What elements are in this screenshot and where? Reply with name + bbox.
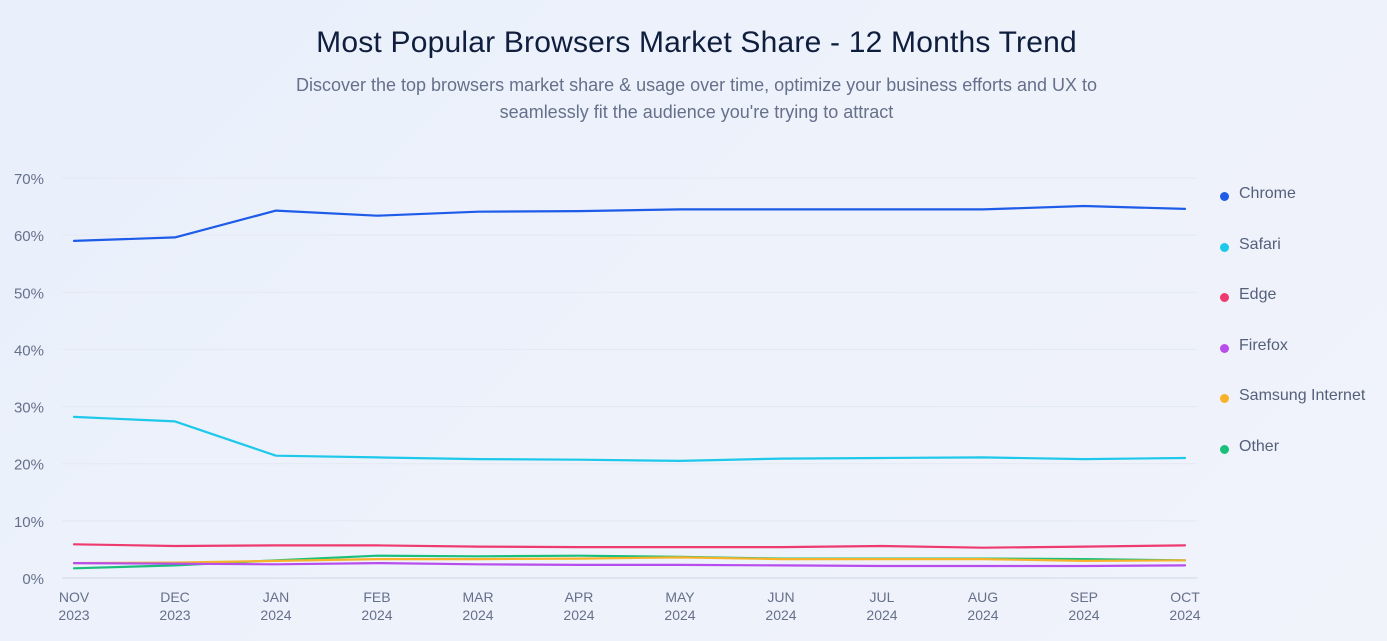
subtitle-line-2: seamlessly fit the audience you're tryin… — [499, 102, 894, 122]
y-tick-label: 10% — [14, 514, 44, 531]
y-tick-label: 30% — [14, 400, 44, 417]
x-tick-label-month: OCT — [1170, 589, 1200, 605]
legend-dot-icon — [1220, 343, 1229, 353]
legend-item-other[interactable]: Other — [1220, 438, 1365, 489]
x-tick-label-month: FEB — [363, 589, 390, 605]
x-tick-label-month: MAY — [665, 589, 695, 605]
x-tick-label-month: JUL — [870, 589, 895, 605]
x-tick-label-year: 2023 — [58, 607, 89, 623]
series-line-edge — [72, 543, 1187, 549]
legend-label: Other — [1239, 437, 1280, 455]
x-tick-label-year: 2024 — [260, 607, 291, 623]
legend-item-samsung-internet[interactable]: Samsung Internet — [1220, 387, 1365, 438]
legend-dot-icon — [1220, 444, 1229, 454]
chart-subtitle: Discover the top browsers market share &… — [0, 72, 1387, 126]
x-tick-label-month: NOV — [59, 589, 90, 605]
series-line-safari — [72, 415, 1187, 462]
subtitle-line-1: Discover the top browsers market share &… — [295, 75, 1098, 95]
series-line-samsung-internet — [72, 556, 1187, 565]
legend-label: Samsung Internet — [1239, 387, 1366, 404]
legend-dot-icon — [1220, 293, 1229, 302]
legend-label: Edge — [1239, 286, 1277, 303]
x-tick-label-year: 2024 — [563, 607, 594, 623]
y-tick-label: 0% — [22, 571, 44, 588]
y-tick-label: 60% — [14, 228, 44, 245]
series-lines — [72, 204, 1187, 570]
y-tick-label: 40% — [14, 342, 44, 359]
gridlines — [62, 177, 1197, 579]
x-axis: NOV 2023 DEC 2023 JAN 2024 FEB 2024 MAR 2024 APR 20… — [58, 589, 1200, 623]
x-tick-label-month: SEP — [1070, 589, 1098, 605]
x-tick-label-year: 2024 — [866, 607, 897, 623]
legend-dot-icon — [1220, 242, 1229, 252]
x-tick-label-month: JUN — [767, 589, 794, 605]
x-tick-label-year: 2024 — [462, 607, 493, 623]
y-tick-label: 50% — [14, 285, 44, 302]
legend-label: Safari — [1239, 235, 1281, 253]
legend-item-chrome[interactable]: Chrome — [1220, 185, 1365, 236]
x-tick-label-year: 2024 — [1169, 607, 1200, 623]
legend-dot-icon — [1220, 394, 1229, 403]
legend-item-edge[interactable]: Edge — [1220, 286, 1365, 337]
x-tick-label-month: MAR — [462, 589, 493, 605]
x-tick-label-month: JAN — [263, 589, 289, 605]
legend-label: Chrome — [1239, 185, 1296, 202]
x-tick-label-year: 2024 — [765, 607, 796, 623]
chart-title: Most Popular Browsers Market Share - 12 … — [316, 26, 1077, 59]
x-tick-label-year: 2024 — [664, 607, 695, 623]
y-tick-label: 20% — [14, 457, 44, 474]
legend-item-firefox[interactable]: Firefox — [1220, 337, 1365, 388]
series-line-firefox — [72, 561, 1187, 568]
chart-legend: Chrome Safari Edge Firefox Samsung Internet O… — [1220, 185, 1365, 488]
legend-item-safari[interactable]: Safari — [1220, 236, 1365, 287]
x-tick-label-year: 2024 — [1068, 607, 1099, 623]
x-tick-label-year: 2023 — [159, 607, 190, 623]
x-tick-label-year: 2024 — [361, 607, 392, 623]
y-axis: 0% 10% 20% 30% 40% 50% 60% 70% — [14, 171, 44, 588]
x-tick-label-year: 2024 — [967, 607, 998, 623]
y-tick-label: 70% — [14, 171, 44, 188]
x-tick-label-month: DEC — [160, 589, 190, 605]
legend-label: Firefox — [1239, 336, 1288, 354]
x-tick-label-month: AUG — [968, 589, 998, 605]
series-line-chrome — [72, 204, 1187, 242]
x-tick-label-month: APR — [565, 589, 594, 605]
legend-dot-icon — [1220, 192, 1229, 201]
